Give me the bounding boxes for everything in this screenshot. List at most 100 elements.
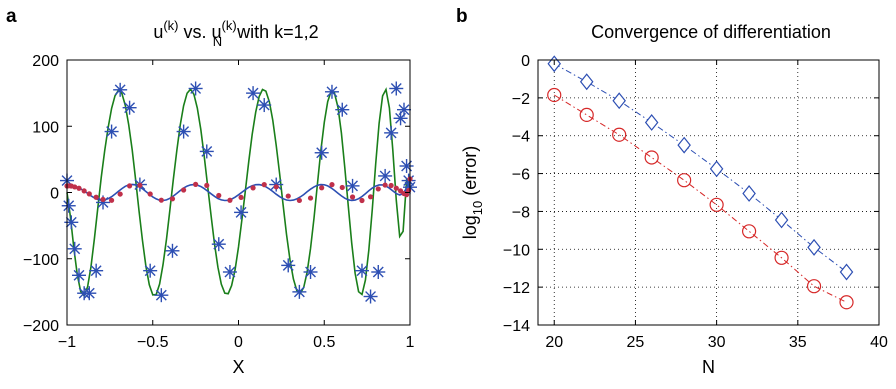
panel-a-series-2-point-11 (122, 100, 137, 115)
panel-a-ytick-label-1: −100 (23, 252, 59, 269)
panel-a-series-3-point-40 (403, 192, 410, 198)
panel-a-series-2-point-22 (246, 86, 261, 101)
panel-a-series-2-point-39 (396, 102, 411, 117)
panel-b-series-1-point-9 (839, 295, 854, 310)
panel-a-series-2-point-17 (188, 81, 203, 96)
panel-a-series-2-point-35 (378, 168, 393, 183)
panel-b-series-1-line (553, 94, 847, 303)
panel-a-series-3-point-9 (108, 197, 115, 203)
panel-a-series-3-point-36 (388, 182, 394, 189)
panel-b-ytick-label-4: −8 (512, 204, 530, 221)
panel-a-series-3-point-21 (238, 194, 244, 201)
panel-a-series-2-point-33 (363, 289, 378, 304)
panel-a-series-3-point-35 (382, 182, 388, 188)
panel-b-ytick-label-1: −2 (512, 91, 530, 108)
panel-a-ytick-label-0: −200 (23, 318, 59, 335)
panel-a-series-2-point-2 (64, 215, 79, 230)
panel-a-series-3-point-14 (158, 197, 164, 203)
panel-b-series-0-point-5 (709, 160, 724, 178)
panel-a-series-3-point-27 (307, 195, 314, 201)
panel-a-series-2-point-7 (89, 263, 104, 278)
panel-b-x-label: N (702, 357, 715, 377)
panel-a-series-3-point-30 (339, 184, 345, 191)
panel-b-ytick-label-3: −6 (512, 167, 530, 184)
panel-a-series-3-point-6 (86, 191, 92, 197)
panel-a-series-3-point-10 (117, 191, 123, 197)
panel-a-series-2-point-28 (314, 145, 329, 160)
panel-b-series-1-point-1 (579, 107, 594, 122)
panel-a-series-2-point-14 (154, 288, 169, 303)
panel-b-ytick-label-0: 0 (521, 53, 530, 70)
panel-a-series-2-point-18 (199, 144, 214, 159)
panel-a-series-3-point-3 (72, 184, 78, 190)
panel-a-series-3-point-18 (204, 182, 210, 189)
panel-a-series-3-point-24 (273, 184, 279, 190)
panel-a-series-2-point-26 (292, 284, 307, 299)
panel-a-series-2-point-29 (324, 84, 339, 99)
panel-a-xtick-label-4: 1 (406, 334, 415, 351)
panel-a-series-3-point-25 (285, 193, 291, 199)
panel-b-y-label: log10 (error) (460, 146, 485, 240)
panel-b-xtick-label-2: 30 (708, 334, 726, 351)
panel-a-series-3-point-29 (329, 182, 335, 188)
panel-a-xtick-label-0: −1 (58, 334, 76, 351)
panel-a-series-3-point-16 (181, 187, 187, 193)
panel-b-series-0-point-1 (579, 73, 594, 91)
panel-b-series-1-point-3 (644, 150, 659, 165)
panel-b-series-0-point-2 (612, 92, 626, 110)
panel-a-series-2-point-4 (72, 268, 87, 283)
panel-b-series-1-point-4 (677, 173, 692, 188)
panel-b-title: Convergence of differentiation (591, 22, 831, 42)
panel-b-series-1-point-0 (547, 87, 562, 103)
panel-a-series-2-point-27 (303, 265, 318, 279)
panel-a-series-2-point-32 (354, 263, 369, 278)
panel-a-series-3-point-23 (261, 182, 267, 188)
panel-b-ytick-label-2: −4 (512, 129, 530, 146)
panel-b-series-1-point-5 (709, 197, 724, 212)
panel-b-series-1-point-6 (741, 224, 757, 239)
panel-a-series-2-point-19 (211, 237, 226, 252)
panel-a-ytick-label-4: 200 (32, 53, 59, 70)
panel-b-xtick-label-1: 25 (627, 334, 645, 351)
panel-b-series-0-point-6 (742, 184, 756, 202)
panel-a-series-2-point-13 (143, 263, 158, 278)
panel-a-series-2-point-30 (335, 102, 350, 117)
panel-a-series-1-line (66, 178, 411, 202)
panel-b-ytick-label-5: −10 (503, 242, 530, 259)
panel-a-series-2-point-6 (82, 286, 97, 301)
panel-b-series-0-point-4 (677, 136, 691, 154)
panel-a-series-2-point-37 (389, 81, 404, 96)
panel-a-series-2-point-16 (176, 124, 191, 139)
panel-a-ytick-label-2: 0 (50, 186, 59, 203)
panel-b-xtick-label-0: 20 (545, 334, 563, 351)
panel-b-series-1-point-7 (774, 250, 789, 265)
panel-b-series-1-point-8 (806, 279, 822, 294)
panel-a-series-3-point-32 (359, 197, 365, 204)
panel-a-series-2-point-31 (345, 178, 360, 193)
panel-b-series-0-point-8 (807, 238, 821, 256)
panel-a-x-label: X (232, 357, 244, 377)
panel-a-series-3-point-34 (375, 186, 381, 192)
panel-b-series-0-point-9 (839, 263, 854, 281)
panel-a-series-3-point-11 (126, 183, 133, 189)
panel-a-series-2-point-10 (113, 82, 128, 97)
panel-b-axes-frame (537, 59, 880, 326)
panel-a-label: a (6, 6, 17, 27)
panel-a-xtick-label-3: 0.5 (313, 334, 335, 351)
panel-b: b Convergence of differentiation 20 25 30 3… (456, 6, 888, 377)
panel-a-series-3-point-13 (147, 191, 153, 197)
panel-a-series-3-point-20 (227, 197, 233, 203)
panel-b-ytick-label-6: −12 (503, 280, 530, 297)
panel-a-series-3-point-22 (250, 185, 256, 191)
panel-a-series-2-point-25 (281, 258, 296, 273)
panel-a-series-3-point-7 (93, 194, 99, 200)
panel-b-ytick-label-7: −14 (503, 318, 530, 335)
panel-a-series-2-point-40 (399, 159, 414, 173)
panel-a: a u(k) vs. u(k) N with k=1,2 −1 −0.5 0 0.5 1 −… (6, 6, 417, 377)
panel-b-series-1-point-2 (612, 127, 627, 142)
panel-a-series-3-point-5 (81, 188, 87, 194)
panel-a-xtick-label-1: −0.5 (137, 334, 169, 351)
panel-b-series-0-point-3 (644, 114, 659, 131)
panel-a-series-3-point-17 (193, 181, 199, 187)
